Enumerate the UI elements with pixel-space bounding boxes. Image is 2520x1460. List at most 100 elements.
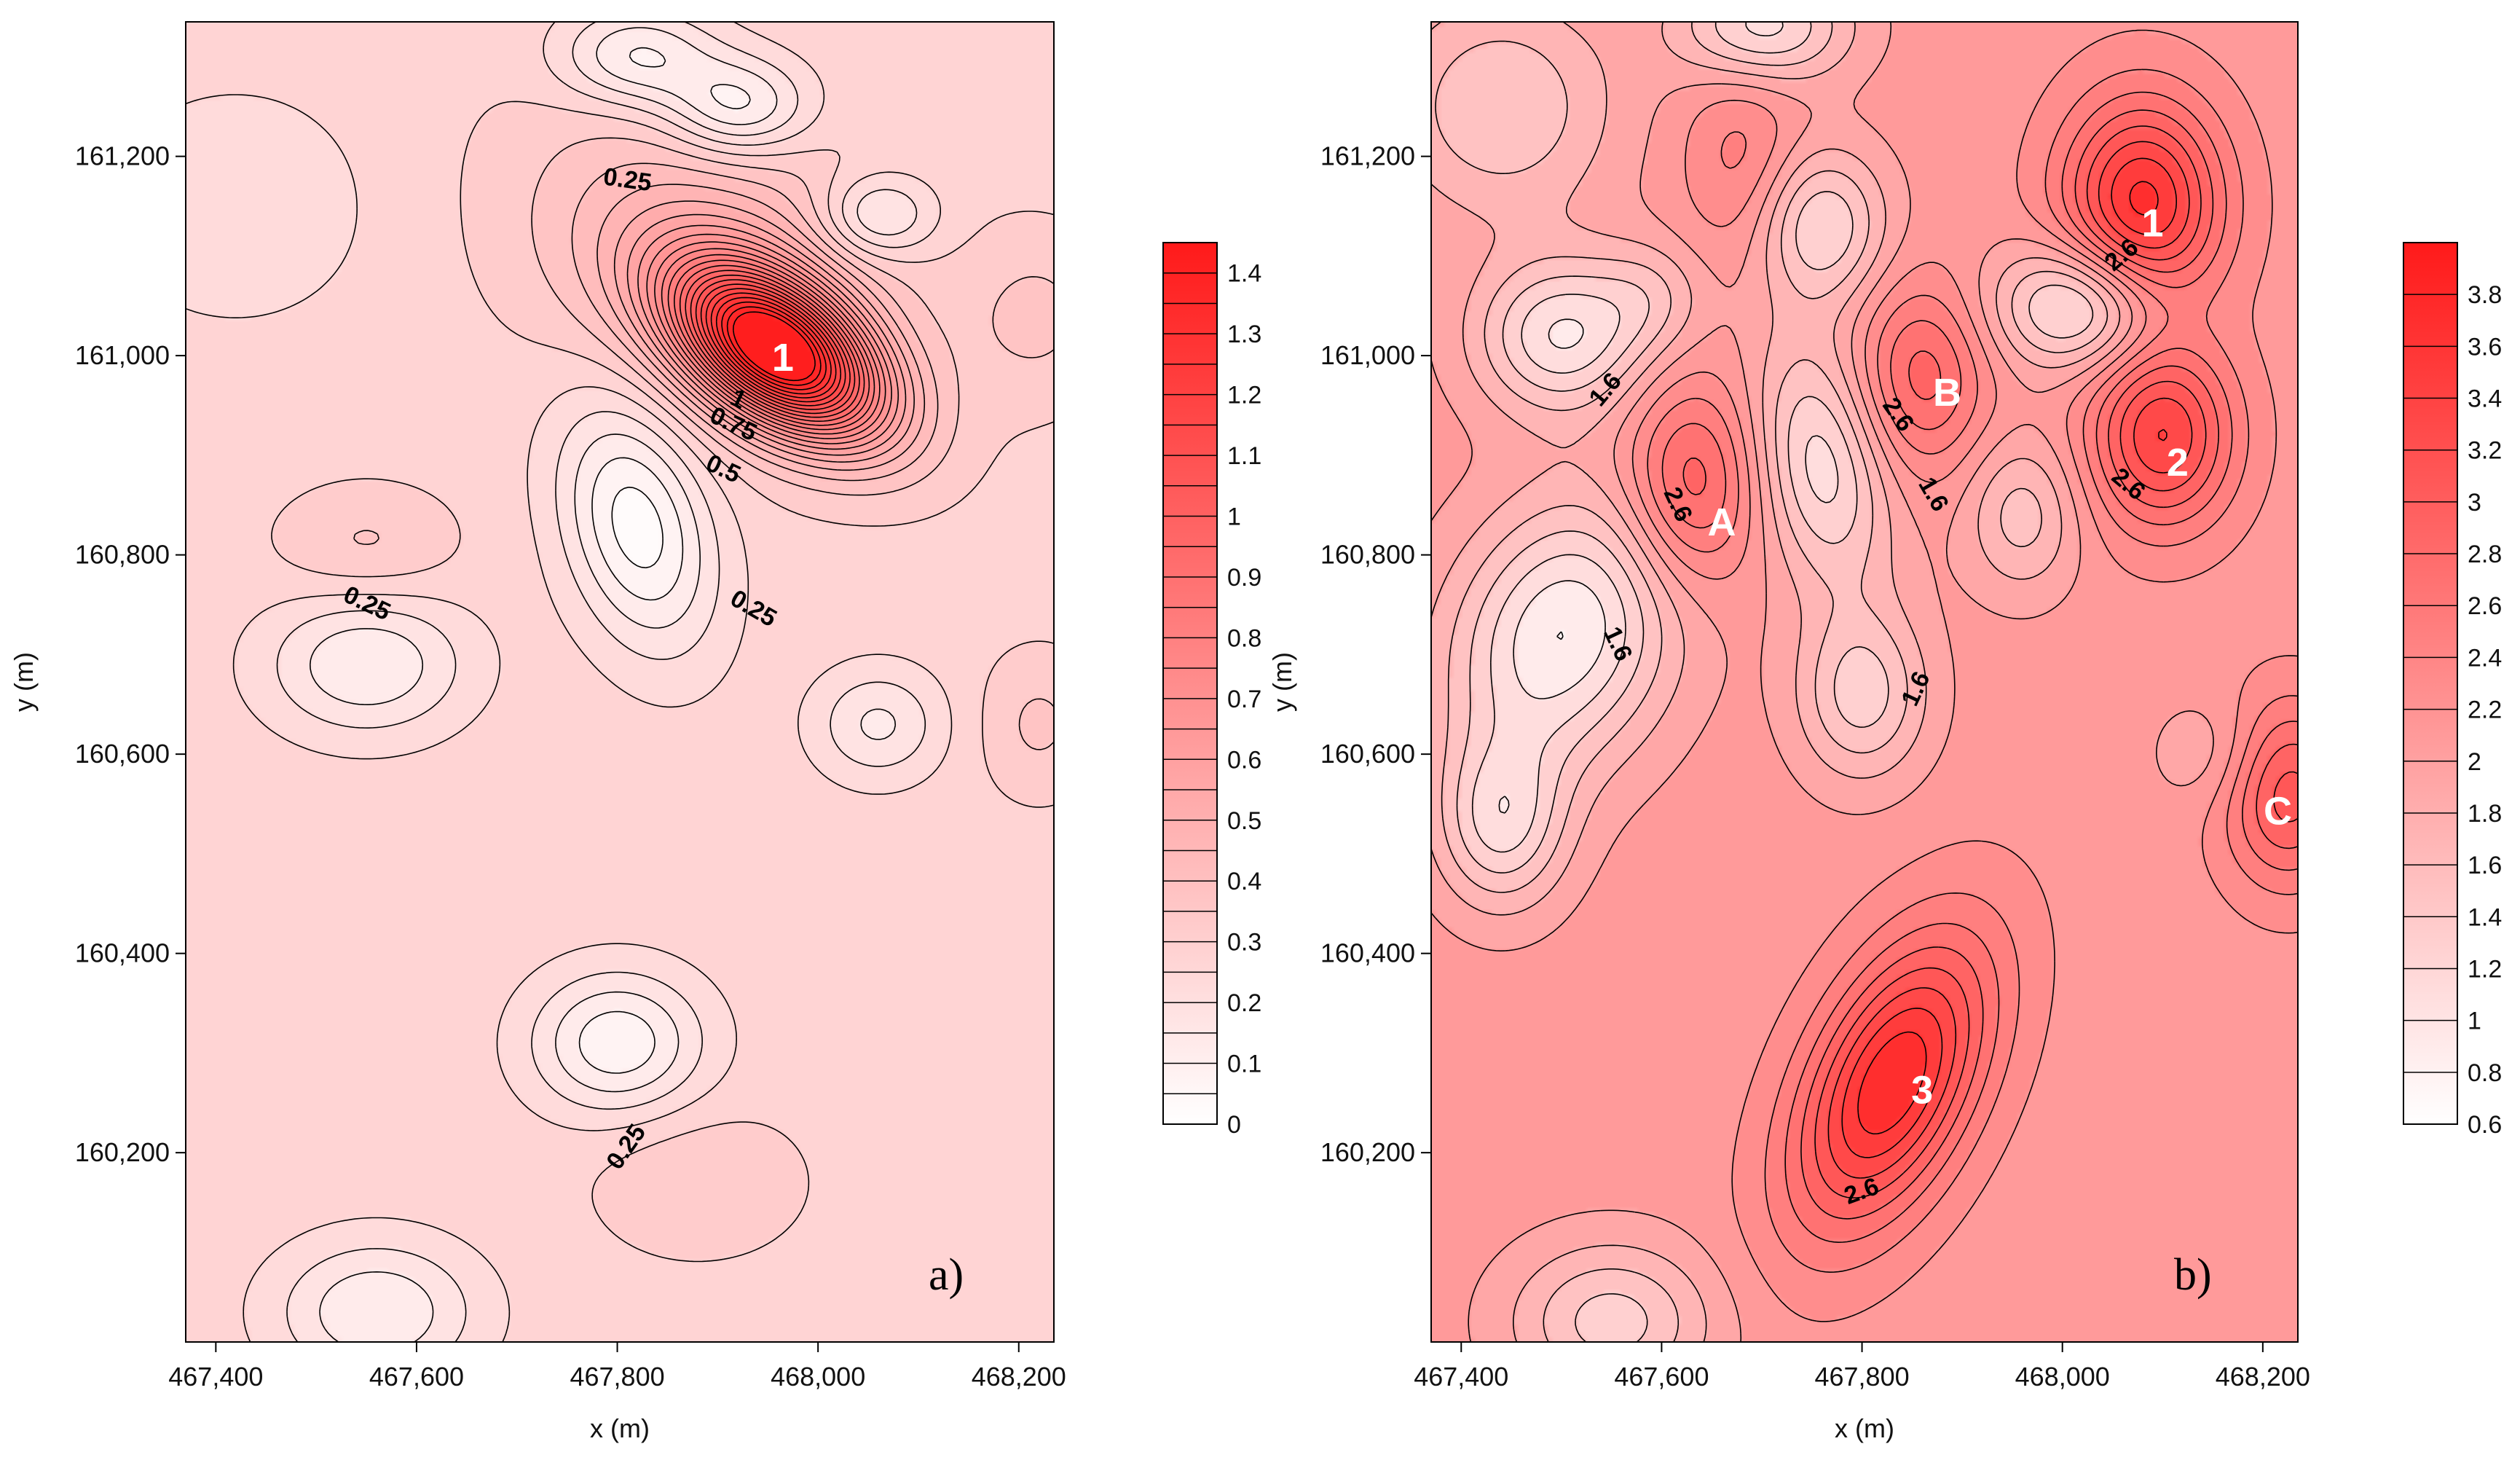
contour-line [710, 292, 837, 399]
plot-frame-a [185, 21, 1055, 1343]
contour-line [733, 311, 816, 382]
contour-line [1857, 181, 2159, 1135]
y-tick-label: 160,200 [75, 1137, 170, 1167]
plot-frame-b [1430, 21, 2299, 1343]
x-tick-label: 468,000 [2015, 1362, 2110, 1392]
y-tick-label: 160,400 [75, 938, 170, 968]
contour-line [646, 233, 892, 444]
x-tick-label: 468,000 [771, 1362, 865, 1392]
x-tick-label: 467,800 [570, 1362, 664, 1392]
contour-line [674, 259, 870, 426]
colorbar-tick-label: 0.1 [1227, 1051, 1261, 1078]
colorbar-tick-label: 0.2 [1227, 989, 1261, 1017]
y-tick-label: 160,600 [1320, 739, 1415, 769]
source-marker-label: 2 [2167, 441, 2189, 484]
colorbar-tick-label: 0.7 [1227, 686, 1261, 713]
contour-line [611, 487, 664, 569]
y-axis-label-b: y (m) [1267, 652, 1297, 712]
x-axis-label-a: x (m) [590, 1413, 650, 1443]
colorbar-tick-label: 0.8 [2468, 1059, 2502, 1087]
contour-line [1498, 318, 1606, 814]
colorbar-b: 0.6 0.8 1 1.2 1.4 1.6 1.8 2 2.2 2.4 2.6 2.8 3 3.2 3.4 3… [2403, 242, 2502, 1139]
contour-line [276, 22, 926, 1342]
contour-line [571, 162, 939, 482]
contour-line [715, 297, 832, 395]
y-tick-label: 160,800 [75, 540, 170, 570]
colorbar-tick-label: 1.8 [2468, 800, 2502, 828]
y-axis-ticks-b: 160,200 160,400 160,600 160,800 161,000 161,2… [1320, 141, 1431, 1167]
colorbar-tick-label: 2.6 [2468, 592, 2502, 620]
contour-line [1556, 631, 1564, 640]
source-marker-label: 1 [772, 336, 794, 380]
panel-a: 467,400 467,600 467,800 468,000 468,200 160,… [9, 21, 1261, 1443]
colorbar-tick-label: 1.4 [2468, 903, 2502, 931]
contour-line [613, 200, 915, 463]
contour-lines-b [1431, 22, 2298, 1342]
contour-line [186, 22, 953, 1342]
colorbar-tick-label: 2.2 [2468, 696, 2502, 724]
colorbar-tick-label: 0.5 [1227, 807, 1261, 835]
colorbar-tick-label: 0.6 [2468, 1111, 2502, 1139]
colorbar-ticks-a: 0 0.1 0.2 0.3 0.4 0.5 0.6 0.7 0.8 0.9 1 1.1 1.2 1.3 1.… [1163, 260, 1261, 1139]
colorbar-tick-label: 1.6 [2468, 852, 2502, 879]
colorbar-ticks-b: 0.6 0.8 1 1.2 1.4 1.6 1.8 2 2.2 2.4 2.6 2.8 3 3.2 3.4 3… [2403, 281, 2502, 1139]
x-tick-label: 467,400 [1414, 1362, 1508, 1392]
colorbar-tick-label: 2 [2468, 748, 2481, 776]
colorbar-tick-label: 3.2 [2468, 437, 2502, 465]
colorbar-tick-label: 2.8 [2468, 541, 2502, 568]
colorbar-ramp-b [2403, 242, 2458, 1125]
source-marker-label: C [2264, 789, 2292, 833]
contour-line [310, 27, 897, 1342]
y-tick-label: 160,200 [1320, 1137, 1415, 1167]
contour-line [690, 274, 856, 415]
y-tick-label: 161,200 [75, 141, 170, 171]
panel-label-b: b) [2174, 1250, 2212, 1300]
colorbar-tick-label: 0.9 [1227, 564, 1261, 592]
x-tick-label: 468,200 [2216, 1362, 2310, 1392]
contour-fill-b [1431, 22, 2298, 1342]
colorbar-tick-label: 0.8 [1227, 624, 1261, 652]
contour-line [654, 241, 886, 439]
colorbar-tick-label: 1.3 [1227, 321, 1261, 348]
y-tick-label: 160,400 [1320, 938, 1415, 968]
x-tick-label: 467,800 [1814, 1362, 1909, 1392]
x-tick-label: 467,600 [369, 1362, 464, 1392]
source-markers-a: 1 [772, 336, 794, 380]
y-tick-label: 161,000 [1320, 340, 1415, 370]
colorbar-tick-label: 3.8 [2468, 281, 2502, 309]
colorbar-tick-label: 0 [1227, 1111, 1241, 1139]
contour-line [721, 301, 827, 390]
contour-line [700, 283, 846, 407]
contour-line [353, 137, 1054, 750]
colorbar-tick-label: 1.2 [2468, 955, 2502, 983]
y-tick-label: 160,600 [75, 739, 170, 769]
colorbar-tick-label: 3.6 [2468, 333, 2502, 361]
contour-line [1841, 157, 2177, 1158]
y-axis-label-a: y (m) [9, 652, 39, 712]
y-tick-label: 161,000 [75, 340, 170, 370]
colorbar-tick-label: 0.4 [1227, 868, 1261, 895]
contour-line [596, 184, 926, 471]
colorbar-tick-label: 1 [1227, 503, 1241, 531]
contour-line [695, 279, 851, 410]
x-tick-label: 467,600 [1614, 1362, 1709, 1392]
y-tick-label: 161,200 [1320, 141, 1415, 171]
x-tick-label: 468,200 [972, 1362, 1066, 1392]
colorbar-tick-label: 1.2 [1227, 382, 1261, 409]
contour-line [685, 270, 860, 418]
contour-line [661, 248, 881, 435]
contour-line [1431, 22, 2121, 1342]
contour-line [1661, 91, 2298, 1243]
colorbar-tick-label: 1.1 [1227, 442, 1261, 470]
x-tick-label: 467,400 [168, 1362, 263, 1392]
x-axis-label-b: x (m) [1835, 1413, 1894, 1443]
colorbar-a: 0 0.1 0.2 0.3 0.4 0.5 0.6 0.7 0.8 0.9 1 1.1 1.2 1.3 1.… [1162, 242, 1261, 1139]
colorbar-tick-label: 0.6 [1227, 746, 1261, 774]
contour-line [1431, 22, 2214, 1342]
contour-line [271, 101, 1054, 1263]
colorbar-tick-label: 1 [2468, 1008, 2481, 1035]
contour-line [1471, 22, 1839, 853]
source-markers-b: 1 B 2 A C 3 [1707, 202, 2292, 1112]
contour-line [1827, 141, 2193, 1179]
